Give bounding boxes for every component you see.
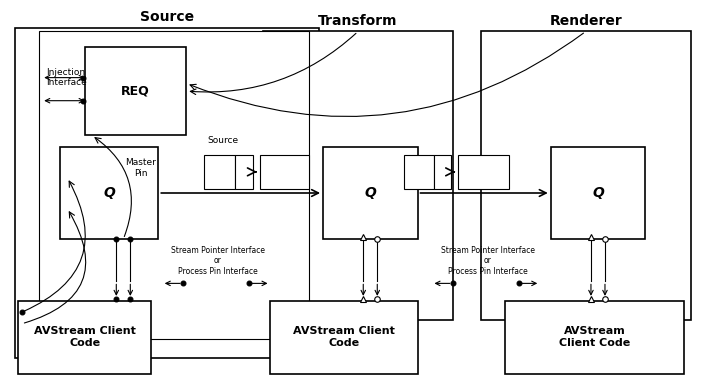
Bar <box>204 154 235 189</box>
FancyArrowPatch shape <box>190 33 583 117</box>
Bar <box>263 32 453 320</box>
Text: REQ: REQ <box>121 85 150 98</box>
Text: Q: Q <box>103 186 115 200</box>
Bar <box>270 301 418 374</box>
Bar <box>323 147 418 239</box>
Text: Stream Pointer Interface
or
Process Pin Interface: Stream Pointer Interface or Process Pin … <box>171 246 265 276</box>
Text: Stream Pointer Interface
or
Process Pin Interface: Stream Pointer Interface or Process Pin … <box>441 246 535 276</box>
Text: Master
Pin: Master Pin <box>126 158 157 178</box>
Text: Renderer: Renderer <box>550 14 622 28</box>
Text: Q: Q <box>592 186 604 200</box>
Text: Q: Q <box>364 186 376 200</box>
Text: AVStream Client
Code: AVStream Client Code <box>293 327 395 348</box>
Text: Source: Source <box>140 10 194 24</box>
Bar <box>458 154 509 189</box>
Text: Source: Source <box>207 136 239 145</box>
FancyArrowPatch shape <box>190 33 356 95</box>
Bar <box>434 154 451 189</box>
FancyArrowPatch shape <box>25 212 86 323</box>
Bar <box>505 301 684 374</box>
FancyArrowPatch shape <box>25 181 85 311</box>
Bar <box>85 47 186 135</box>
Bar <box>39 32 309 339</box>
Bar <box>15 28 319 358</box>
Bar <box>60 147 159 239</box>
Text: AVStream
Client Code: AVStream Client Code <box>559 327 630 348</box>
Text: Transform: Transform <box>318 14 398 28</box>
FancyArrowPatch shape <box>95 138 131 237</box>
Bar <box>404 154 434 189</box>
Text: AVStream Client
Code: AVStream Client Code <box>34 327 135 348</box>
Bar <box>260 154 309 189</box>
Bar <box>550 147 645 239</box>
Bar <box>481 32 691 320</box>
Bar <box>235 154 253 189</box>
Text: Injection
Interface: Injection Interface <box>46 68 87 87</box>
Bar <box>18 301 152 374</box>
